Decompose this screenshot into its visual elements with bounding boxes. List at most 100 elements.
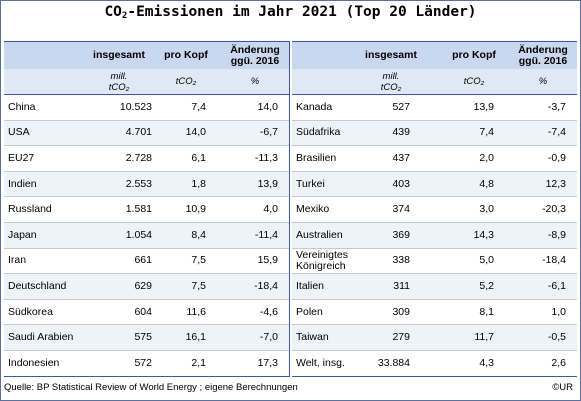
per-capita-cell: 7,4: [479, 126, 494, 139]
per-capita-cell: 8,4: [191, 228, 206, 241]
table-row: Saudi Arabien 575 16,1 -7,0: [4, 325, 289, 351]
total-cell: 439: [392, 126, 410, 139]
total-cell: 309: [392, 305, 410, 318]
table-row: Südkorea 604 11,6 -4,6: [4, 300, 289, 326]
change-cell: 13,9: [257, 177, 278, 190]
country-cell: Japan: [8, 228, 37, 241]
header-row: insgesamt pro Kopf Änderung ggü. 2016: [292, 41, 577, 69]
unit-change: %: [250, 76, 260, 87]
source-note: Quelle: BP Statistical Review of World E…: [4, 382, 298, 393]
change-cell: -11,3: [254, 151, 278, 164]
per-capita-cell: 2,1: [191, 356, 206, 369]
total-cell: 2.728: [125, 151, 152, 164]
table-row: Indonesien 572 2,1 17,3: [4, 351, 289, 377]
change-cell: -7,0: [259, 331, 278, 344]
total-cell: 1.054: [125, 228, 152, 241]
country-cell: Mexiko: [296, 203, 330, 216]
total-cell: 1.581: [125, 203, 152, 216]
country-cell: Vereinigtes Königreich: [296, 248, 348, 272]
total-cell: 527: [392, 100, 410, 113]
change-cell: 1,0: [551, 305, 566, 318]
per-capita-cell: 4,3: [479, 356, 494, 369]
right-table: insgesamt pro Kopf Änderung ggü. 2016 mil…: [292, 41, 577, 377]
country-cell: Südafrika: [296, 126, 341, 139]
total-cell: 338: [392, 254, 410, 267]
change-cell: 17,3: [257, 356, 278, 369]
total-cell: 403: [392, 177, 410, 190]
unit-change: %: [538, 76, 548, 87]
copyright-note: ©UR: [552, 382, 573, 393]
unit-per-capita: tCO₂: [463, 76, 485, 87]
per-capita-cell: 14,3: [473, 228, 494, 241]
change-cell: -8,9: [547, 228, 566, 241]
per-capita-cell: 8,1: [479, 305, 494, 318]
change-cell: -6,1: [547, 279, 566, 292]
country-cell: Welt, insg.: [296, 356, 345, 369]
per-capita-cell: 16,1: [185, 331, 206, 344]
header-per-capita: pro Kopf: [452, 49, 496, 61]
country-cell: Saudi Arabien: [8, 331, 74, 344]
per-capita-cell: 1,8: [191, 177, 206, 190]
per-capita-cell: 2,0: [479, 151, 494, 164]
total-cell: 374: [392, 203, 410, 216]
per-capita-cell: 5,2: [479, 279, 494, 292]
header-row: insgesamt pro Kopf Änderung ggü. 2016: [4, 41, 289, 69]
header-total: insgesamt: [365, 49, 417, 61]
total-cell: 279: [392, 331, 410, 344]
total-cell: 369: [392, 228, 410, 241]
change-cell: 15,9: [257, 254, 278, 267]
left-table: insgesamt pro Kopf Änderung ggü. 2016 mil…: [4, 41, 289, 377]
total-cell: 2.553: [125, 177, 152, 190]
table-row: Indien 2.553 1,8 13,9: [4, 171, 289, 198]
units-row: mill. tCO₂ tCO₂ %: [4, 69, 289, 95]
table-row: Polen 309 8,1 1,0: [292, 300, 577, 326]
total-cell: 604: [134, 305, 152, 318]
table-row: Russland 1.581 10,9 4,0: [4, 197, 289, 223]
per-capita-cell: 7,4: [191, 100, 206, 113]
change-cell: 2,6: [551, 356, 566, 369]
header-change: Änderung ggü. 2016: [230, 43, 280, 67]
change-cell: -4,6: [259, 305, 278, 318]
per-capita-cell: 10,9: [185, 203, 206, 216]
column-divider: [289, 41, 290, 377]
table-row: Brasilien 437 2,0 -0,9: [292, 146, 577, 172]
per-capita-cell: 5,0: [479, 254, 494, 267]
per-capita-cell: 7,5: [191, 279, 206, 292]
per-capita-cell: 4,8: [479, 177, 494, 190]
header-total: insgesamt: [93, 49, 145, 61]
unit-per-capita: tCO₂: [175, 76, 197, 87]
country-cell: Italien: [296, 279, 325, 292]
total-cell: 10.523: [119, 100, 152, 113]
total-cell: 311: [393, 279, 410, 292]
change-cell: -7,4: [547, 126, 566, 139]
change-cell: 4,0: [263, 203, 278, 216]
country-cell: Iran: [8, 254, 27, 267]
country-cell: Turkei: [296, 177, 325, 190]
header-per-capita: pro Kopf: [164, 49, 208, 61]
total-cell: 629: [134, 279, 152, 292]
table-row: EU27 2.728 6,1 -11,3: [4, 146, 289, 172]
total-cell: 4.701: [125, 126, 152, 139]
table-row: Italien 311 5,2 -6,1: [292, 274, 577, 300]
table-row: USA 4.701 14,0 -6,7: [4, 120, 289, 147]
unit-total: mill. tCO₂: [380, 70, 402, 93]
table-row: Deutschland 629 7,5 -18,4: [4, 274, 289, 300]
country-cell: USA: [8, 126, 30, 139]
table-row: Kanada 527 13,9 -3,7: [292, 95, 577, 121]
total-cell: 572: [134, 356, 152, 369]
total-cell: 661: [134, 254, 152, 267]
table-row: Iran 661 7,5 15,9: [4, 249, 289, 275]
country-cell: Indien: [8, 177, 37, 190]
country-cell: Indonesien: [8, 356, 60, 369]
table-row: Japan 1.054 8,4 -11,4: [4, 223, 289, 249]
country-cell: Südkorea: [8, 305, 53, 318]
table-row: Südafrika 439 7,4 -7,4: [292, 120, 577, 147]
change-cell: 12,3: [545, 177, 566, 190]
country-cell: Taiwan: [296, 331, 329, 344]
country-cell: Brasilien: [296, 151, 337, 164]
change-cell: 14,0: [257, 100, 278, 113]
change-cell: -18,4: [254, 279, 278, 292]
change-cell: -11,4: [254, 228, 278, 241]
per-capita-cell: 3,0: [479, 203, 494, 216]
country-cell: Australien: [296, 228, 343, 241]
